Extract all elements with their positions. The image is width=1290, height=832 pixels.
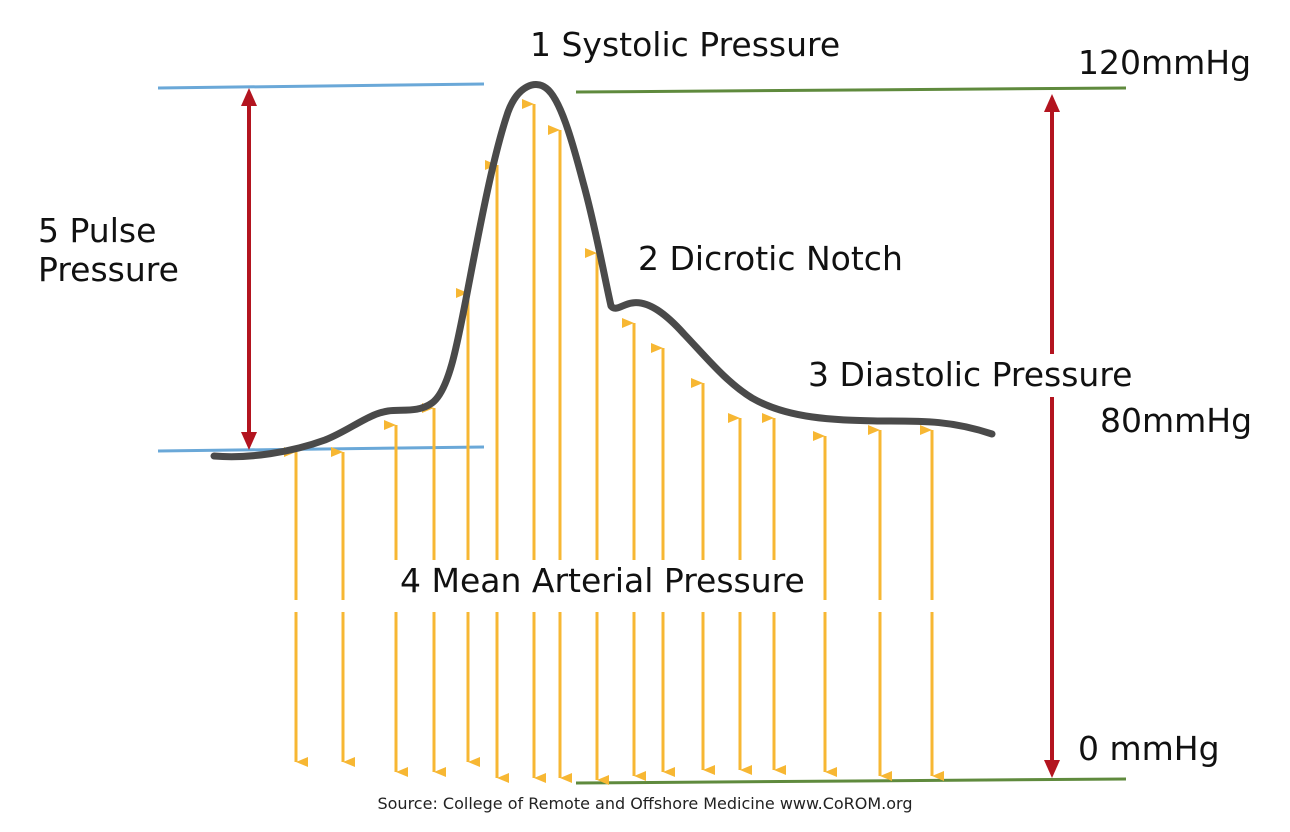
pulse-pressure-arrow: [241, 88, 257, 450]
blue-line-bottom: [157, 445, 485, 453]
mean-arterial-pressure-label: 4 Mean Arterial Pressure: [392, 560, 813, 603]
dicrotic-notch-label: 2 Dicrotic Notch: [630, 238, 911, 281]
scale-0-label: 0 mmHg: [1078, 729, 1220, 768]
yellow-arrows: [284, 99, 944, 785]
pulse-pressure-label: 5 Pulse Pressure: [38, 211, 179, 289]
source-caption: Source: College of Remote and Offshore M…: [377, 794, 913, 813]
green-line-top: [575, 86, 1127, 94]
diastolic-pressure-label: 3 Diastolic Pressure: [800, 354, 1141, 397]
green-line-bottom: [575, 777, 1127, 785]
scale-80-label: 80mmHg: [1100, 401, 1253, 440]
full-pressure-arrow: [1044, 94, 1060, 778]
pressure-waveform: [210, 81, 996, 461]
scale-120-label: 120mmHg: [1078, 43, 1252, 82]
systolic-pressure-label: 1 Systolic Pressure: [530, 25, 841, 64]
blue-line-top: [157, 82, 485, 90]
